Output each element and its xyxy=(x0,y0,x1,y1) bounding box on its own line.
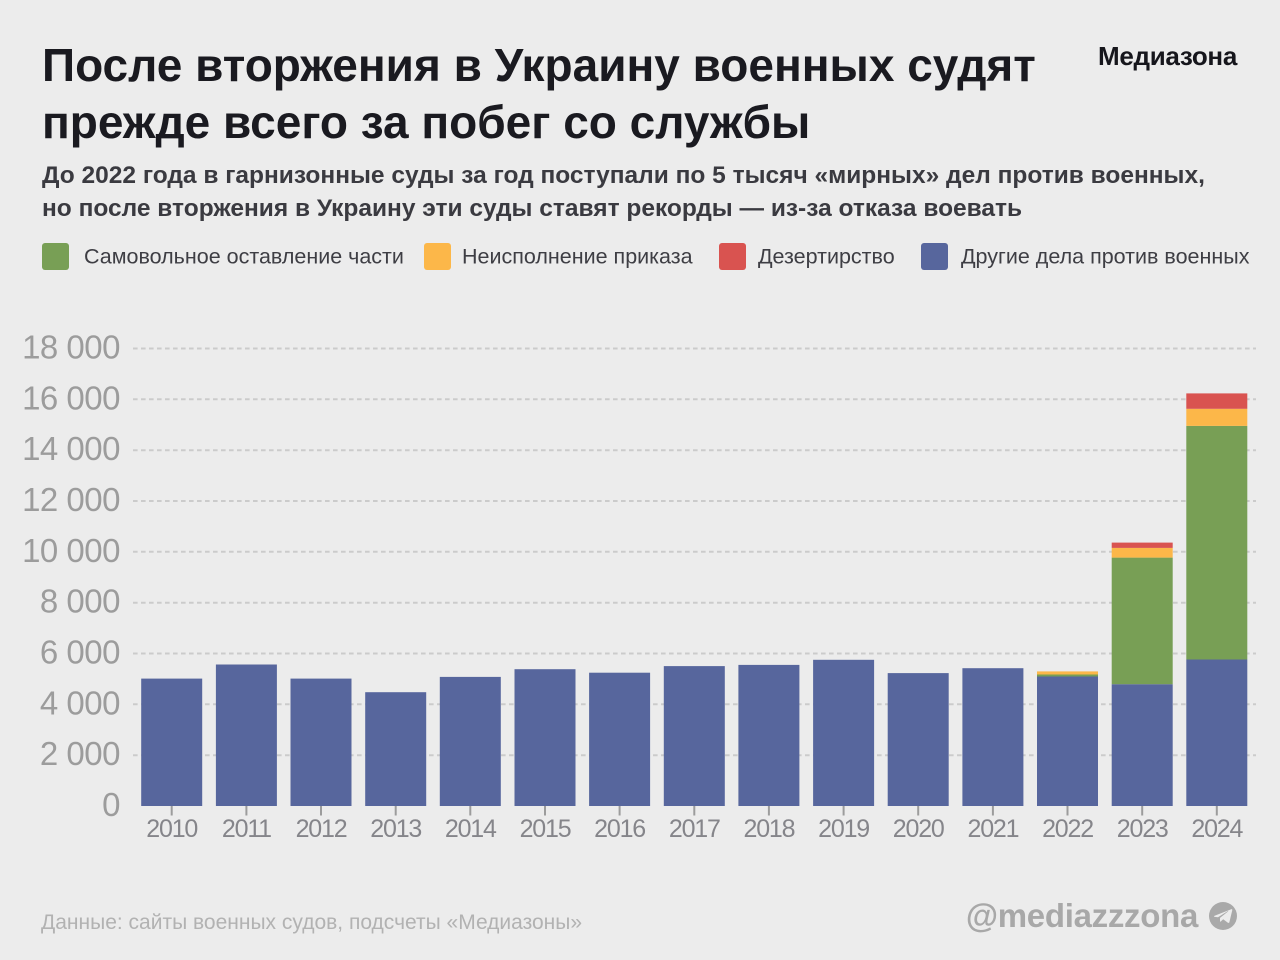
svg-text:10 000: 10 000 xyxy=(22,532,120,569)
svg-text:6 000: 6 000 xyxy=(40,634,120,671)
svg-text:2022: 2022 xyxy=(1042,815,1093,843)
svg-text:8 000: 8 000 xyxy=(40,583,120,620)
svg-text:16 000: 16 000 xyxy=(22,379,120,416)
svg-text:2023: 2023 xyxy=(1117,815,1168,843)
svg-text:12 000: 12 000 xyxy=(22,481,120,518)
svg-text:2024: 2024 xyxy=(1191,815,1243,843)
svg-text:2012: 2012 xyxy=(296,815,347,843)
svg-text:2016: 2016 xyxy=(594,815,645,843)
svg-text:0: 0 xyxy=(102,786,120,823)
svg-text:2013: 2013 xyxy=(370,815,421,843)
svg-text:2020: 2020 xyxy=(893,815,944,843)
svg-text:2010: 2010 xyxy=(146,815,197,843)
svg-text:2019: 2019 xyxy=(818,815,869,843)
svg-text:2017: 2017 xyxy=(669,815,720,843)
svg-text:18 000: 18 000 xyxy=(22,329,120,366)
svg-text:14 000: 14 000 xyxy=(22,430,120,467)
svg-text:2014: 2014 xyxy=(445,815,497,843)
svg-text:2011: 2011 xyxy=(222,815,271,843)
svg-text:2 000: 2 000 xyxy=(40,735,120,772)
svg-text:2021: 2021 xyxy=(967,815,1018,843)
svg-text:4 000: 4 000 xyxy=(40,684,120,721)
svg-text:2015: 2015 xyxy=(520,815,571,843)
svg-text:2018: 2018 xyxy=(743,815,794,843)
